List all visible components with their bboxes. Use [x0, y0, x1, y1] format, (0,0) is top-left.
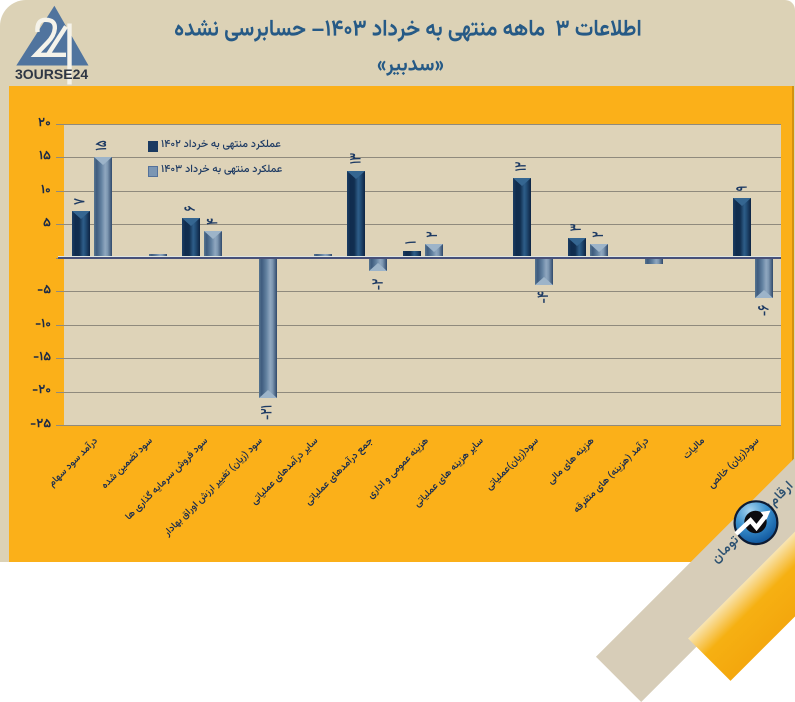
svg-text:3OURSE24: 3OURSE24 — [15, 66, 88, 82]
